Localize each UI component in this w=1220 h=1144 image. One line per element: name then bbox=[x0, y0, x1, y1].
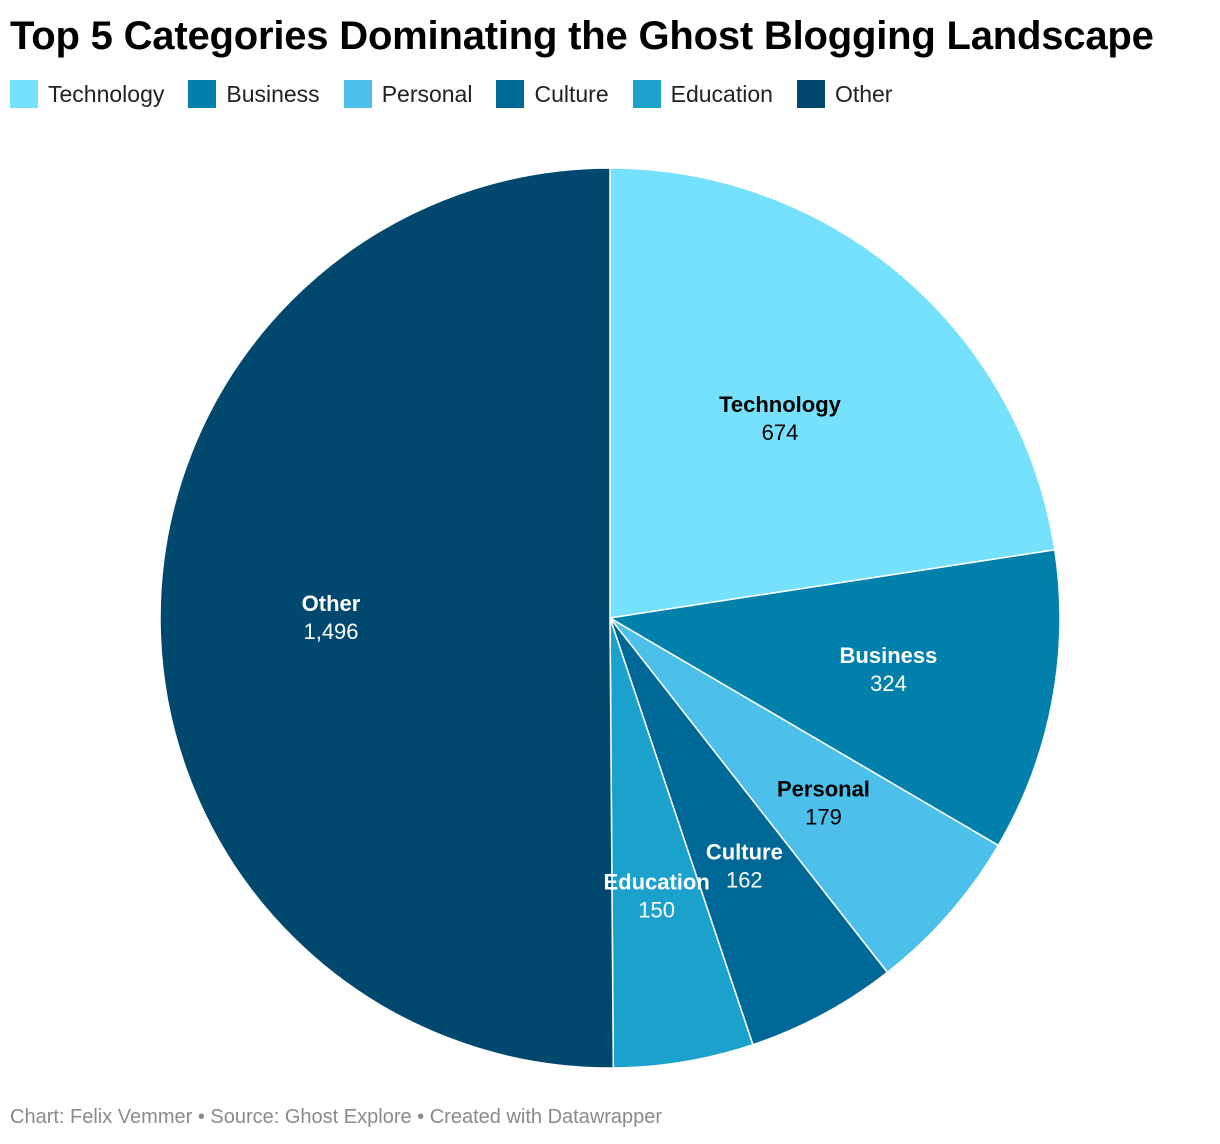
slice-label-education: Education bbox=[603, 869, 709, 894]
legend-item-technology: Technology bbox=[10, 80, 164, 108]
pie-labels: Technology 674 Business 324 Personal 179 Cultu… bbox=[302, 392, 938, 923]
slice-label-technology: Technology bbox=[719, 392, 842, 417]
legend-item-business: Business bbox=[188, 80, 320, 108]
legend-swatch-education bbox=[632, 80, 661, 108]
pie-slices bbox=[159, 167, 1061, 1069]
legend-label-business: Business bbox=[226, 80, 320, 107]
chart-title: Top 5 Categories Dominating the Ghost Bl… bbox=[10, 14, 1154, 58]
chart-legend: Technology Business Personal Culture Educati… bbox=[10, 78, 916, 110]
pie-slice-other bbox=[159, 167, 615, 1069]
footer-source: Source: Ghost Explore bbox=[210, 1106, 412, 1128]
slice-value-other: 1,496 bbox=[303, 619, 358, 644]
legend-swatch-business bbox=[188, 80, 217, 108]
pie-slice-technology bbox=[609, 167, 1056, 619]
slice-label-other: Other bbox=[302, 591, 361, 616]
slice-label-business: Business bbox=[840, 643, 938, 668]
slice-label-personal: Personal bbox=[777, 776, 870, 801]
legend-label-culture: Culture bbox=[534, 80, 609, 107]
legend-item-education: Education bbox=[632, 80, 773, 108]
legend-swatch-other bbox=[796, 80, 825, 108]
slice-value-personal: 179 bbox=[805, 804, 842, 829]
legend-label-technology: Technology bbox=[48, 80, 165, 107]
legend-label-education: Education bbox=[670, 80, 773, 107]
slice-value-education: 150 bbox=[638, 897, 675, 922]
slice-value-culture: 162 bbox=[726, 867, 763, 892]
slice-value-business: 324 bbox=[870, 671, 907, 696]
legend-item-culture: Culture bbox=[496, 80, 609, 108]
legend-swatch-personal bbox=[343, 80, 372, 108]
legend-item-personal: Personal bbox=[343, 80, 473, 108]
legend-swatch-culture bbox=[496, 80, 525, 108]
slice-value-technology: 674 bbox=[762, 420, 799, 445]
legend-swatch-technology bbox=[10, 80, 38, 108]
pie-slice-culture bbox=[609, 617, 889, 1046]
footer-separator: • bbox=[411, 1106, 430, 1128]
chart-footer: Chart: Felix Vemmer • Source: Ghost Expl… bbox=[10, 1106, 662, 1129]
pie-slice-business bbox=[609, 549, 1061, 847]
footer-tool: Created with Datawrapper bbox=[429, 1106, 663, 1128]
pie-slice-education bbox=[609, 617, 754, 1069]
legend-label-other: Other bbox=[834, 80, 893, 107]
legend-label-personal: Personal bbox=[381, 80, 473, 107]
pie-slice-personal bbox=[609, 617, 1000, 974]
slice-label-culture: Culture bbox=[706, 839, 783, 864]
footer-credit: Chart: Felix Vemmer bbox=[10, 1106, 193, 1128]
legend-item-other: Other bbox=[796, 80, 893, 108]
footer-separator: • bbox=[192, 1106, 211, 1128]
